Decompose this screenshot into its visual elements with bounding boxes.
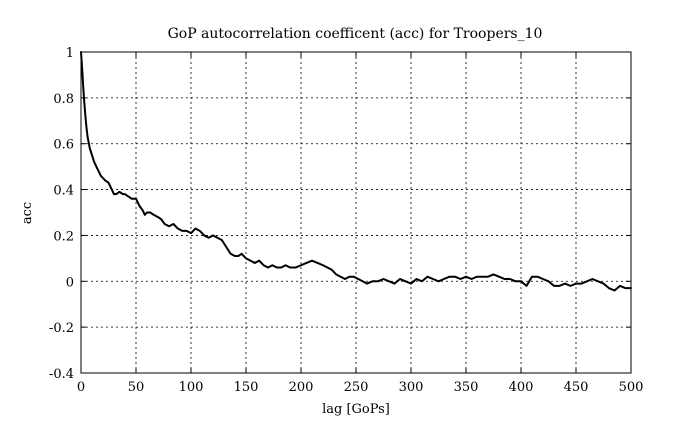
- x-tick-label: 350: [454, 380, 479, 395]
- y-tick-label: 0.8: [53, 92, 74, 107]
- x-tick-label: 500: [619, 380, 644, 395]
- y-tick-label: 0.2: [53, 229, 74, 244]
- y-axis-label: acc: [20, 202, 35, 224]
- series-line-acc: [80, 51, 632, 292]
- x-tick-label: 150: [234, 380, 259, 395]
- plot-frame: [80, 51, 632, 374]
- x-tick-label: 250: [344, 380, 369, 395]
- x-tick-label: 300: [399, 380, 424, 395]
- y-tick-label: 0: [66, 275, 74, 290]
- x-axis-label: lag [GoPs]: [322, 402, 390, 417]
- x-tick-label: 50: [128, 380, 145, 395]
- grid-layer: [81, 52, 631, 373]
- x-tick-label: 450: [564, 380, 589, 395]
- tick-labels-layer: 0 50 100 150 200 250 300 350 400 450 500 -0.4 -0.2 0 0…: [49, 46, 643, 395]
- x-tick-label: 100: [179, 380, 204, 395]
- y-tick-label: 1: [66, 46, 74, 61]
- x-tick-label: 400: [509, 380, 534, 395]
- x-tick-label: 0: [77, 380, 85, 395]
- x-tick-label: 200: [289, 380, 314, 395]
- y-tick-label: 0.6: [53, 138, 74, 153]
- chart-title: GoP autocorrelation coefficent (acc) for…: [168, 26, 543, 42]
- y-tick-label: -0.4: [49, 367, 74, 382]
- y-tick-label: -0.2: [49, 321, 74, 336]
- y-tick-label: 0.4: [53, 184, 74, 199]
- series-layer: [80, 51, 632, 292]
